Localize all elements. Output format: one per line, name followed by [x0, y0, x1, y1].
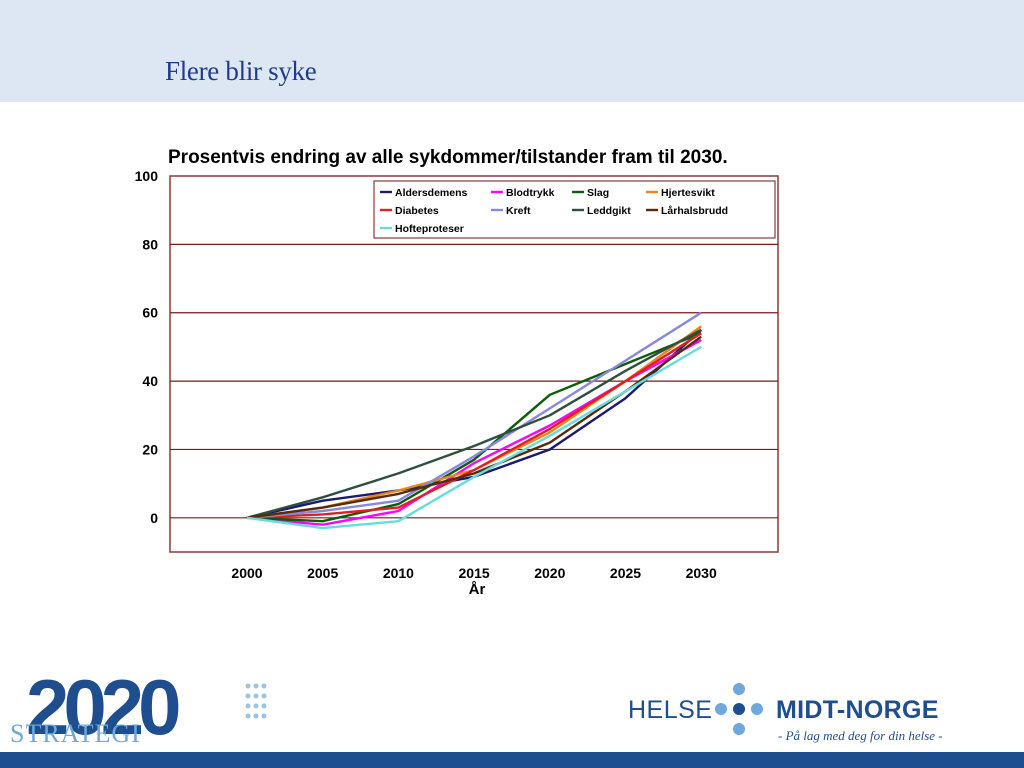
legend-label: Hofteproteser — [395, 223, 464, 235]
series-lines — [246, 311, 703, 530]
strategy-2020-logo: 2020 STRATEGI — [10, 672, 267, 748]
x-tick-label: 2020 — [534, 565, 565, 581]
legend-label: Blodtrykk — [506, 187, 555, 199]
series-line — [246, 332, 702, 519]
plot-area — [169, 175, 779, 553]
y-tick-labels: 0 20 40 60 80 100 — [135, 168, 159, 526]
series-line — [246, 332, 702, 523]
legend-label: Diabetes — [395, 205, 439, 217]
legend-label: Slag — [587, 187, 609, 199]
y-tick-label: 20 — [142, 441, 158, 457]
legend-label: Kreft — [506, 205, 531, 217]
footer-bar — [0, 752, 1024, 768]
grid-lines — [170, 243, 778, 519]
legend-label: Aldersdemens — [395, 187, 468, 199]
y-tick-label: 100 — [135, 168, 159, 184]
x-tick-label: 2000 — [231, 565, 262, 581]
header-band — [0, 0, 1024, 102]
y-tick-label: 60 — [142, 305, 158, 321]
y-tick-label: 80 — [142, 236, 158, 252]
series-line — [246, 345, 702, 530]
logo-dot-pattern — [245, 683, 267, 719]
helse-midt-norge-logo: HELSE MIDT-NORGE - På lag med deg for di… — [624, 680, 1014, 750]
legend-label: Hjertesvikt — [661, 187, 715, 199]
chart-title: Prosentvis endring av alle sykdommer/til… — [168, 147, 728, 168]
legend-label: Leddgikt — [587, 205, 631, 217]
logo-helse-word: HELSE — [628, 696, 713, 724]
logo-2020-number: 2020 — [26, 672, 179, 748]
x-tick-labels: 2000 2005 2010 2015 2020 2025 2030 — [231, 565, 717, 581]
x-tick-label: 2015 — [459, 565, 490, 581]
y-tick-label: 0 — [150, 510, 158, 526]
legend-label: Lårhalsbrudd — [661, 205, 728, 217]
y-tick-label: 40 — [142, 373, 158, 389]
x-tick-label: 2025 — [610, 565, 641, 581]
series-line — [246, 311, 702, 519]
series-line — [246, 328, 702, 519]
x-tick-label: 2010 — [383, 565, 414, 581]
x-axis-label: År — [469, 581, 486, 598]
x-tick-label: 2030 — [686, 565, 717, 581]
logo-midt-norge-word: MIDT-NORGE — [776, 696, 939, 724]
logo-tagline: - På lag med deg for din helse - — [778, 728, 943, 743]
slide-title: Flere blir syke — [165, 56, 317, 86]
x-tick-label: 2005 — [307, 565, 338, 581]
legend: Aldersdemens Blodtrykk Slag Hjertesvikt Diab… — [373, 180, 776, 239]
logo-cross-dots — [715, 683, 763, 735]
logo-strategi-word: STRATEGI — [10, 719, 141, 748]
